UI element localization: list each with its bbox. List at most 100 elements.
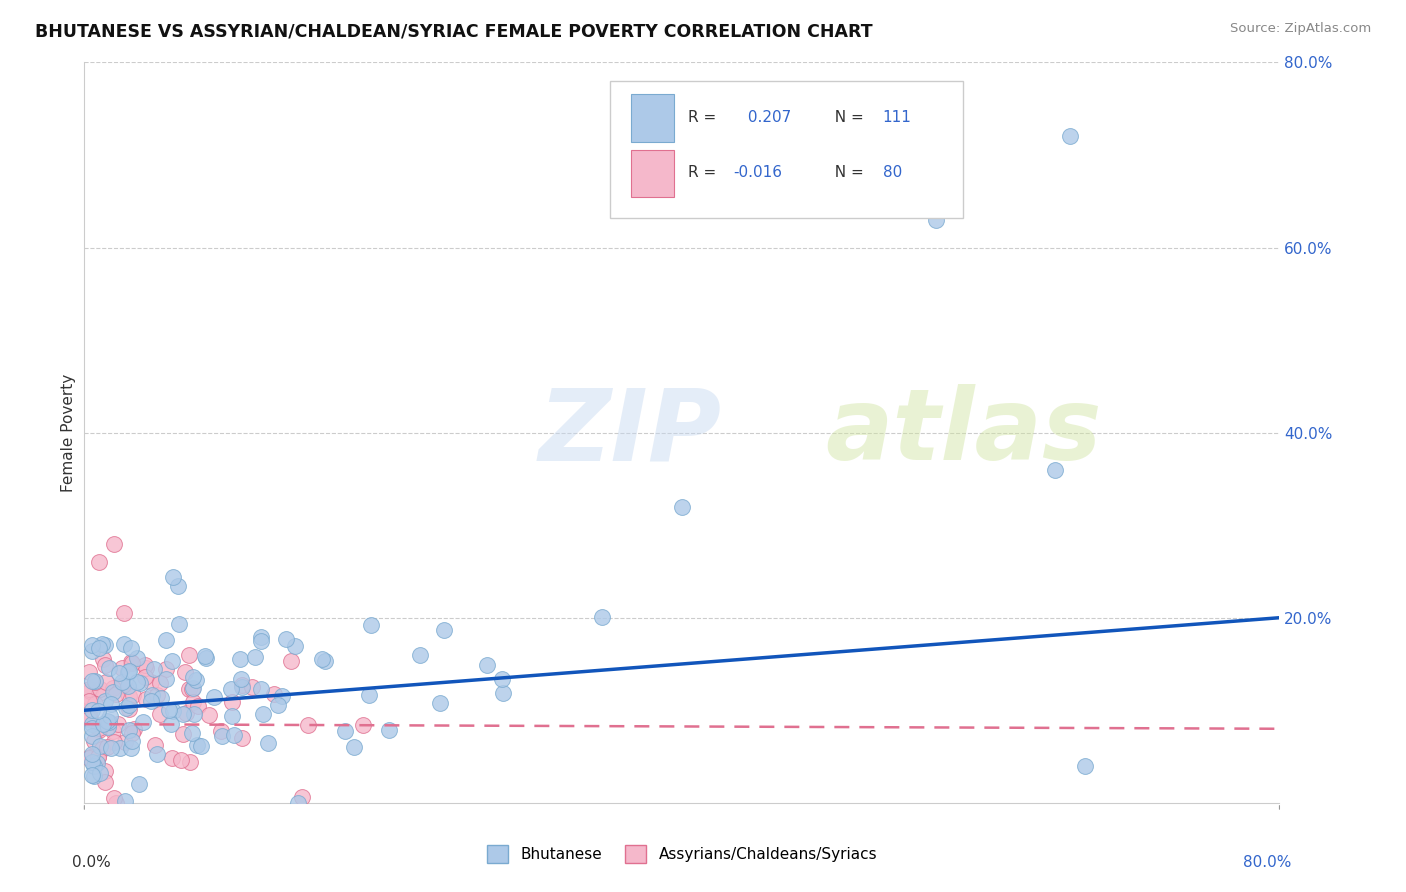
Point (77, 665, 100, 679)
Point (194, 648, 217, 663)
Point (270, 689, 292, 703)
Point (77, 750, 100, 764)
Point (87, 704, 110, 718)
Point (1074, 758, 1097, 772)
Point (276, 632, 298, 646)
Point (280, 654, 302, 668)
Point (112, 637, 135, 651)
Point (174, 706, 197, 720)
Point (127, 675, 149, 690)
Point (197, 708, 219, 723)
Point (173, 665, 195, 680)
Point (378, 723, 401, 737)
Point (183, 706, 205, 721)
Point (179, 755, 201, 769)
Point (477, 657, 499, 672)
Point (77, 681, 100, 696)
Point (162, 570, 184, 584)
Point (120, 740, 142, 755)
Point (146, 688, 169, 702)
Point (80, 721, 103, 735)
Point (142, 662, 165, 676)
Point (114, 735, 136, 749)
Text: 0.0%: 0.0% (73, 855, 111, 870)
Point (96, 739, 118, 754)
Point (118, 689, 141, 703)
Point (267, 698, 290, 713)
Point (82, 755, 104, 769)
Point (93, 693, 115, 707)
Point (101, 685, 124, 699)
Point (97, 720, 120, 734)
Point (121, 726, 143, 740)
Point (89, 723, 111, 737)
Point (160, 654, 183, 668)
Point (149, 675, 172, 690)
Point (162, 704, 184, 718)
Point (77, 691, 100, 706)
Point (139, 675, 162, 690)
Text: -0.016: -0.016 (734, 165, 782, 180)
Point (103, 735, 125, 749)
Point (135, 661, 157, 675)
Point (249, 634, 271, 648)
Point (91, 637, 114, 651)
Point (135, 692, 157, 706)
Point (80, 702, 103, 716)
Point (252, 706, 274, 721)
Point (89, 739, 111, 754)
Point (117, 665, 139, 679)
Point (77, 690, 100, 704)
Point (194, 650, 217, 665)
Point (263, 687, 285, 701)
Point (118, 698, 141, 712)
Point (167, 579, 190, 593)
Point (155, 673, 177, 687)
Point (231, 680, 253, 694)
Point (83, 733, 105, 747)
Point (222, 728, 245, 742)
Point (83, 769, 105, 783)
Point (491, 672, 513, 686)
Point (112, 678, 135, 692)
Point (80, 644, 103, 658)
Point (297, 718, 319, 732)
Point (100, 708, 122, 723)
Point (181, 670, 204, 684)
Point (245, 649, 267, 664)
Point (160, 751, 183, 765)
Point (357, 688, 380, 702)
Point (101, 681, 124, 696)
Point (83, 759, 105, 773)
Point (132, 715, 155, 730)
Point (342, 739, 364, 754)
Point (219, 681, 242, 696)
Text: 80.0%: 80.0% (1243, 855, 1292, 870)
Point (129, 676, 152, 690)
Point (492, 685, 515, 699)
Point (112, 606, 135, 620)
Text: 111: 111 (883, 110, 911, 125)
Point (177, 648, 200, 662)
Point (211, 729, 233, 743)
Legend: Bhutanese, Assyrians/Chaldeans/Syriacs: Bhutanese, Assyrians/Chaldeans/Syriacs (481, 839, 883, 869)
Point (114, 794, 136, 808)
Point (80, 747, 103, 762)
Point (202, 690, 225, 704)
Point (128, 777, 150, 791)
Point (221, 709, 243, 723)
Point (167, 617, 190, 632)
Point (87, 750, 110, 764)
Point (231, 678, 253, 692)
Point (352, 718, 374, 732)
Point (84, 673, 107, 688)
Point (925, 212, 948, 227)
Point (80, 674, 103, 689)
Point (127, 650, 149, 665)
Point (105, 796, 128, 810)
Point (103, 791, 125, 805)
Point (79, 711, 101, 725)
Point (121, 689, 143, 703)
Point (121, 656, 143, 670)
Text: R =: R = (688, 110, 721, 125)
